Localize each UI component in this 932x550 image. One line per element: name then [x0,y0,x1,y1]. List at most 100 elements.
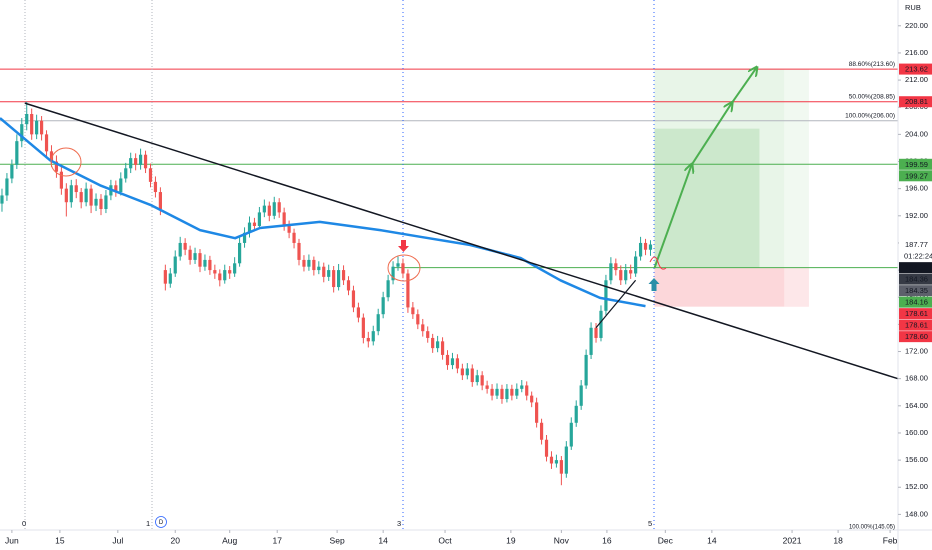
candle-body [505,388,509,400]
candle-body [322,266,326,277]
candle-body [530,395,534,403]
candle-body [604,280,608,311]
candle-body [247,222,252,233]
candle-body [564,446,568,474]
candle-body [500,388,504,400]
candle-body [35,120,39,135]
y-tick-label: 204.00 [905,129,928,138]
x-tick-label: Nov [554,535,570,545]
candle-body [178,242,182,257]
candle-body [287,225,291,233]
projection-arrow [730,68,757,104]
candle-body [535,402,539,423]
candle-body [361,317,365,338]
axis-layer: 220.00216.00212.00208.00204.00200.00196.… [5,21,932,545]
level-label: 100.00%(206.00) [845,113,895,120]
candle-body [525,385,529,396]
candle-body [426,331,430,338]
candle-body [307,259,311,267]
candle-body [559,460,563,474]
candle-body [262,205,266,213]
down-arrow [398,240,409,252]
candle-body [450,358,455,366]
candle-body [74,185,78,193]
y-tick-label: 168.00 [905,374,928,383]
support-line [595,279,637,329]
interval-label: D [159,520,164,526]
candle-body [114,185,118,193]
projection-arrow [653,165,691,269]
x-tick-label: 14 [707,535,717,545]
candle-body [599,310,603,338]
candle-body [138,154,143,165]
y-tick-label: 164.00 [905,401,928,410]
curve-mark [649,256,667,270]
x-tick-label: 2021 [783,535,802,545]
candle-body [396,263,400,267]
candle-body [25,114,29,125]
y-tick-label: 172.00 [905,347,928,356]
x-tick-label: Sep [330,535,345,545]
x-tick-label: 14 [378,535,388,545]
candle-body [332,270,336,288]
candle-body [554,460,559,464]
candle-body [158,192,162,210]
candle-body [337,270,341,288]
candle-body [549,456,554,464]
price-tag-label: 184.36 [905,263,928,272]
countdown: 01:22:24 [904,251,932,260]
candle-body [143,154,148,169]
candle-body [386,280,390,298]
candle-body [366,337,370,342]
candle-body [445,354,450,366]
x-tick-label: Dec [658,535,674,545]
y-tick-label: 156.00 [905,455,928,464]
candle-body [302,259,306,267]
trendline [24,102,899,380]
candle-body [579,385,583,406]
candle-body [520,385,524,389]
candle-body [173,256,177,274]
plot-area [0,0,898,530]
price-tag-label: 184.16 [905,298,928,307]
candle-body [401,263,405,274]
y-tick-label: 152.00 [905,482,928,491]
zone-stripe [784,69,809,307]
candle-body [213,270,217,274]
price-tag [899,96,932,108]
candle-body [30,114,34,135]
price-tag [899,331,932,343]
candle-body [188,249,192,260]
candle-body [134,158,138,165]
candle-body [124,168,128,179]
price-tag [899,63,932,75]
up-arrow [648,278,660,291]
currency: RUB [905,3,921,12]
candle-body [148,168,153,182]
candle-body [485,385,489,389]
candle-body [624,270,628,281]
candle-body [228,270,232,274]
candle-body [69,185,73,203]
y-tick-label: 160.00 [905,428,928,437]
candle-body [203,259,207,267]
price-tag-label: 199.27 [905,171,928,180]
candle-body [15,141,19,165]
session-marker: 0 [22,519,26,528]
x-tick-label: Oct [438,535,452,545]
candle-body [341,270,346,281]
price-tag [899,170,932,182]
candle-body [99,198,103,210]
price-tag-label: 213.62 [905,65,928,74]
candle-body [79,192,83,203]
candle-body [431,337,435,349]
fib-footnote: 100.00%(145.05) [849,525,895,531]
candle-body [544,439,549,457]
highlight-ellipse [50,147,82,177]
candle-body [376,314,380,332]
candle-body [317,266,321,271]
candle-body [292,232,296,243]
candle-body [233,263,237,274]
overlay-layer: 88.60%(213.60) 50.00%(208.85) 100.00%(206.… [0,61,898,307]
